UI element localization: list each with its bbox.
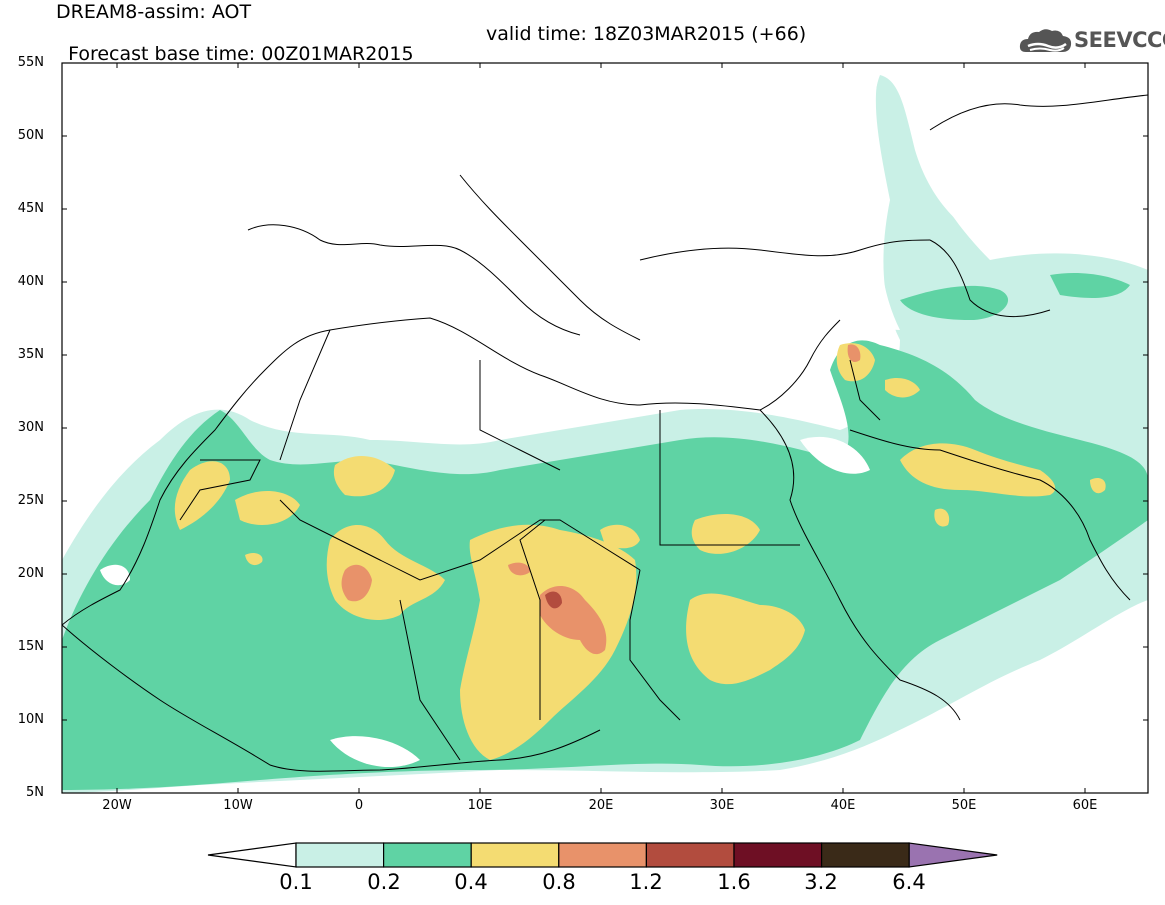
lon-label: 10E [467, 798, 493, 813]
colorbar-label: 1.2 [629, 870, 663, 894]
lon-label: 30E [709, 798, 735, 813]
axis-ticks [62, 62, 1148, 794]
lat-label: 35N [17, 347, 44, 362]
colorbar-label: 3.2 [804, 870, 838, 894]
lon-label: 10W [223, 798, 253, 813]
lat-label: 50N [17, 128, 44, 143]
seevccc-logo: SEEVCCC [1018, 26, 1165, 56]
map-title: DREAM8-assim: AOT [56, 1, 252, 23]
lat-label: 10N [17, 712, 44, 727]
lat-label: 15N [17, 639, 44, 654]
colorbar-label: 6.4 [892, 870, 926, 894]
colorbar-label: 1.6 [717, 870, 751, 894]
lon-label: 60E [1072, 798, 1098, 813]
lat-label: 45N [17, 201, 44, 216]
lat-label: 20N [17, 566, 44, 581]
lat-label: 30N [17, 420, 44, 435]
lon-label: 20E [588, 798, 614, 813]
lat-label: 5N [26, 785, 44, 800]
aot-contour-1.2 [545, 591, 562, 609]
logo-text: SEEVCCC [1074, 28, 1165, 52]
lon-label: 40E [830, 798, 856, 813]
cloud-icon [1019, 29, 1072, 52]
colorbar-label: 0.8 [542, 870, 576, 894]
forecast-base-time: Forecast base time: 00Z01MAR2015 [68, 43, 414, 65]
lon-label: 50E [951, 798, 977, 813]
lat-label: 40N [17, 274, 44, 289]
lat-label: 25N [17, 493, 44, 508]
aot-contour-0.4 [174, 343, 1106, 760]
map-subtitle: Forecast base time: 00Z01MAR2015 valid t… [56, 24, 806, 84]
colorbar-label: 0.1 [279, 870, 313, 894]
lon-label: 20W [102, 798, 132, 813]
coastlines [62, 94, 1148, 772]
colorbar-label: 0.2 [367, 870, 401, 894]
colorbar-label: 0.4 [454, 870, 488, 894]
clear-regions [62, 63, 1148, 768]
lat-label: 55N [17, 55, 44, 70]
lon-label: 0 [354, 798, 364, 813]
valid-time: valid time: 18Z03MAR2015 (+66) [486, 23, 807, 45]
